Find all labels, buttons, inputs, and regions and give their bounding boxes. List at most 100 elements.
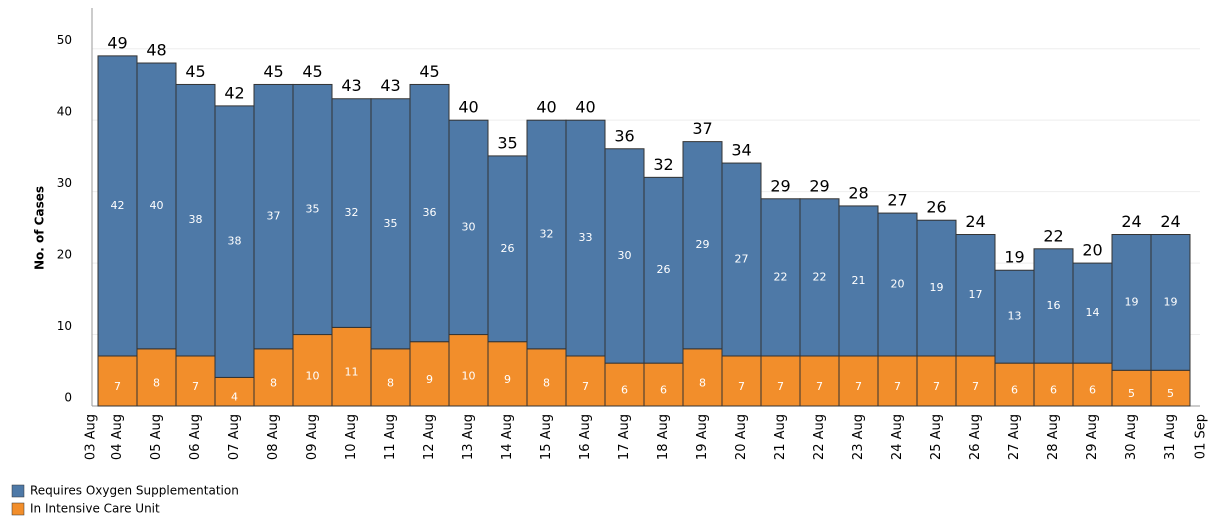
x-tick-label: 23 Aug bbox=[851, 414, 866, 460]
value-label: 7 bbox=[972, 380, 979, 393]
bar-segment bbox=[721, 162, 762, 357]
value-label: 32 bbox=[345, 206, 359, 219]
x-edge-label: 03 Aug bbox=[84, 414, 99, 460]
value-label: 37 bbox=[267, 210, 281, 223]
bar-segment bbox=[175, 83, 216, 357]
value-label: 20 bbox=[891, 278, 905, 291]
y-tick-label: 50 bbox=[57, 33, 72, 47]
y-tick-label: 30 bbox=[57, 176, 72, 190]
x-tick-label: 28 Aug bbox=[1046, 414, 1061, 460]
total-label: 42 bbox=[224, 83, 244, 102]
total-label: 43 bbox=[341, 76, 361, 95]
bar-segment bbox=[604, 362, 645, 407]
x-tick-label: 15 Aug bbox=[539, 414, 554, 460]
x-tick-label: 10 Aug bbox=[344, 414, 359, 460]
bar-segment bbox=[877, 212, 918, 357]
value-label: 6 bbox=[660, 384, 667, 397]
value-label: 40 bbox=[150, 199, 164, 212]
x-tick-label: 19 Aug bbox=[695, 414, 710, 460]
value-label: 7 bbox=[777, 380, 784, 393]
value-label: 7 bbox=[582, 380, 589, 393]
y-tick-label: 0 bbox=[64, 391, 72, 405]
bar-segment bbox=[994, 269, 1035, 364]
value-label: 9 bbox=[504, 373, 511, 386]
value-label: 32 bbox=[540, 228, 554, 241]
bar-segment bbox=[97, 355, 138, 407]
bar-segment bbox=[643, 362, 684, 407]
total-label: 40 bbox=[458, 98, 478, 117]
bar-segment bbox=[97, 55, 138, 357]
value-label: 35 bbox=[306, 203, 320, 216]
total-label: 49 bbox=[107, 33, 127, 52]
bar-segment bbox=[799, 355, 840, 407]
total-label: 43 bbox=[380, 76, 400, 95]
total-label: 45 bbox=[185, 62, 205, 81]
value-label: 38 bbox=[189, 213, 203, 226]
value-label: 30 bbox=[618, 249, 632, 262]
value-label: 6 bbox=[1011, 384, 1018, 397]
value-label: 5 bbox=[1128, 387, 1135, 400]
total-label: 45 bbox=[263, 62, 283, 81]
value-label: 19 bbox=[1164, 295, 1178, 308]
value-label: 7 bbox=[738, 380, 745, 393]
bar-segment bbox=[838, 355, 879, 407]
bar-segment bbox=[253, 348, 294, 407]
bar-segment bbox=[565, 119, 606, 357]
total-label: 48 bbox=[146, 41, 166, 60]
value-label: 14 bbox=[1086, 306, 1100, 319]
bar-segment bbox=[916, 219, 957, 357]
x-edge-label: 01 Sep bbox=[1194, 414, 1209, 459]
bar-segment bbox=[448, 334, 489, 407]
value-label: 6 bbox=[1050, 384, 1057, 397]
x-tick-label: 30 Aug bbox=[1124, 414, 1139, 460]
x-tick-label: 09 Aug bbox=[305, 414, 320, 460]
x-tick-label: 13 Aug bbox=[461, 414, 476, 460]
bar-segment bbox=[448, 119, 489, 336]
x-tick-label: 14 Aug bbox=[500, 414, 515, 460]
bar-segment bbox=[292, 83, 333, 336]
value-label: 22 bbox=[813, 270, 827, 283]
legend-swatch bbox=[11, 502, 25, 516]
total-label: 35 bbox=[497, 133, 517, 152]
value-label: 7 bbox=[933, 380, 940, 393]
y-tick-label: 10 bbox=[57, 319, 72, 333]
total-label: 24 bbox=[1121, 212, 1141, 231]
bar-segment bbox=[682, 141, 723, 350]
total-label: 29 bbox=[770, 176, 790, 195]
x-tick-label: 16 Aug bbox=[578, 414, 593, 460]
y-tick-label: 40 bbox=[57, 105, 72, 119]
y-tick-label: 20 bbox=[57, 248, 72, 262]
value-label: 35 bbox=[384, 217, 398, 230]
bar-segment bbox=[994, 362, 1035, 407]
legend-label: Requires Oxygen Supplementation bbox=[30, 484, 239, 498]
total-label: 40 bbox=[536, 98, 556, 117]
value-label: 6 bbox=[1089, 384, 1096, 397]
value-label: 16 bbox=[1047, 299, 1061, 312]
value-label: 10 bbox=[462, 369, 476, 382]
bar-segment bbox=[721, 355, 762, 407]
x-tick-label: 31 Aug bbox=[1163, 414, 1178, 460]
value-label: 29 bbox=[696, 238, 710, 251]
bar-segment bbox=[370, 98, 411, 350]
x-tick-label: 11 Aug bbox=[383, 414, 398, 460]
x-tick-label: 26 Aug bbox=[968, 414, 983, 460]
value-label: 13 bbox=[1008, 310, 1022, 323]
value-label: 10 bbox=[306, 369, 320, 382]
x-tick-label: 06 Aug bbox=[188, 414, 203, 460]
value-label: 8 bbox=[699, 376, 706, 389]
x-tick-label: 18 Aug bbox=[656, 414, 671, 460]
x-tick-label: 08 Aug bbox=[266, 414, 281, 460]
value-label: 26 bbox=[657, 263, 671, 276]
value-label: 30 bbox=[462, 220, 476, 233]
bar-segment bbox=[214, 105, 255, 378]
total-label: 24 bbox=[965, 212, 985, 231]
legend-swatch bbox=[11, 484, 25, 498]
value-label: 7 bbox=[114, 380, 121, 393]
bar-segment bbox=[1111, 234, 1152, 371]
value-label: 38 bbox=[228, 235, 242, 248]
x-tick-label: 22 Aug bbox=[812, 414, 827, 460]
bar-segment bbox=[292, 334, 333, 407]
total-label: 26 bbox=[926, 198, 946, 217]
value-label: 7 bbox=[816, 380, 823, 393]
